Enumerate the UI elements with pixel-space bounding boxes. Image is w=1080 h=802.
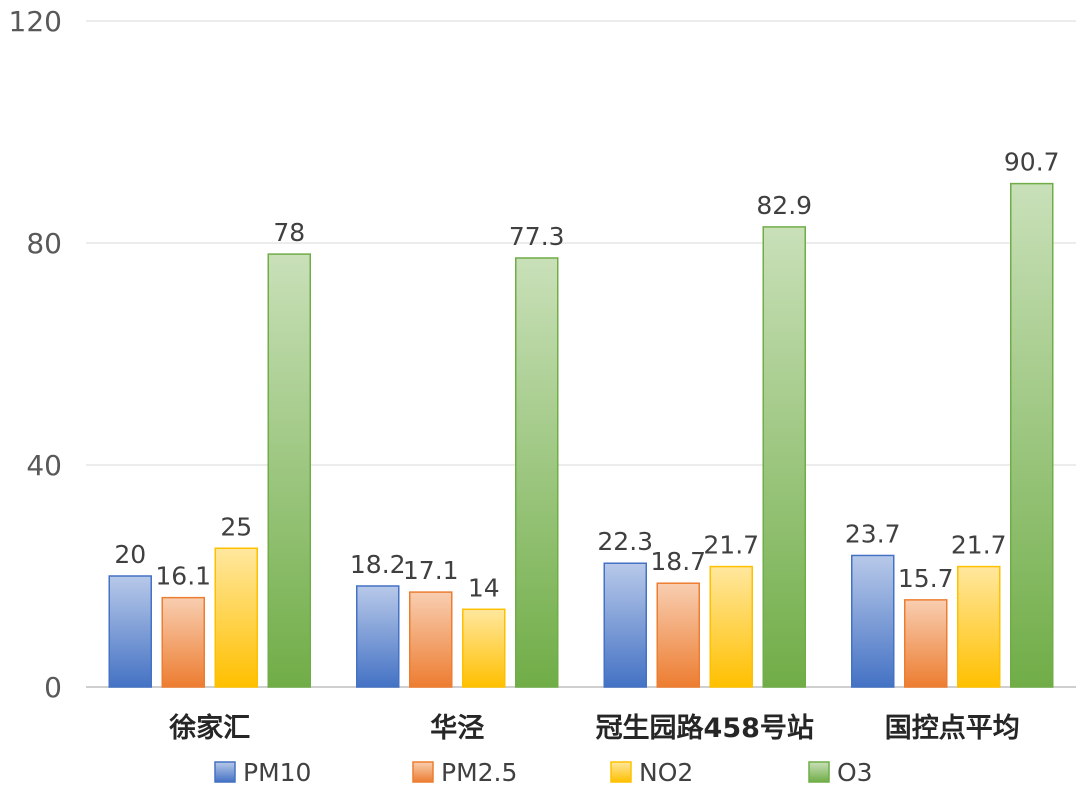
- bar-pm2-5-1: [409, 591, 453, 688]
- legend: PM10 PM2.5 NO2 O3: [214, 758, 873, 787]
- data-label-no2-3: 21.7: [951, 531, 1007, 560]
- legend-label-o3: O3: [837, 758, 873, 787]
- bar-pm2-5-3: [904, 599, 948, 688]
- legend-label-no2: NO2: [639, 758, 693, 787]
- x-category-label: 冠生园路458号站: [596, 712, 814, 744]
- y-tick-label: 80: [26, 227, 62, 260]
- data-label-no2-2: 21.7: [703, 531, 759, 560]
- bar-pm10-3: [851, 554, 895, 688]
- bar-o3-3: [1010, 182, 1054, 688]
- bar-pm10-2: [603, 562, 647, 688]
- bar-pm10-1: [356, 585, 400, 688]
- data-label-pm10-0: 20: [114, 540, 146, 569]
- data-label-pm2-5-3: 15.7: [898, 564, 954, 593]
- bars: [108, 182, 1054, 688]
- bar-no2-3: [957, 565, 1001, 688]
- legend-label-pm10: PM10: [243, 758, 311, 787]
- y-tick-label: 120: [9, 5, 62, 38]
- bar-no2-2: [709, 565, 753, 688]
- data-label-pm10-3: 23.7: [845, 519, 901, 548]
- bar-o3-2: [762, 226, 806, 688]
- data-label-o3-2: 82.9: [756, 191, 812, 220]
- data-label-pm2-5-1: 17.1: [403, 556, 459, 585]
- bar-o3-1: [515, 257, 559, 688]
- legend-label-pm2-5: PM2.5: [441, 758, 517, 787]
- x-category-label: 国控点平均: [885, 713, 1020, 744]
- y-tick-label: 40: [26, 449, 62, 482]
- data-label-pm10-1: 18.2: [350, 550, 406, 579]
- legend-swatch-o3: [808, 761, 830, 783]
- bar-pm2-5-2: [656, 582, 700, 688]
- bar-pm10-0: [108, 575, 152, 688]
- data-label-no2-1: 14: [468, 573, 500, 602]
- bar-no2-0: [214, 547, 258, 688]
- bar-o3-0: [267, 253, 311, 688]
- data-label-pm2-5-2: 18.7: [650, 547, 706, 576]
- legend-swatch-pm10: [214, 761, 236, 783]
- data-label-o3-0: 78: [273, 218, 305, 247]
- data-label-pm2-5-0: 16.1: [155, 562, 211, 591]
- y-tick-label: 0: [44, 671, 62, 704]
- x-category-label: 华泾: [430, 712, 484, 744]
- y-axis-tick-labels: 0 40 80 120: [9, 5, 62, 704]
- bar-pm2-5-0: [161, 596, 205, 688]
- data-labels: 2016.1257818.217.11477.322.318.721.782.9…: [114, 148, 1059, 603]
- x-category-label: 徐家汇: [168, 712, 250, 744]
- data-label-no2-0: 25: [220, 512, 252, 541]
- legend-swatch-no2: [610, 761, 632, 783]
- data-label-o3-3: 90.7: [1004, 148, 1060, 177]
- legend-swatch-pm2-5: [412, 761, 434, 783]
- bar-no2-1: [462, 608, 506, 688]
- x-axis-category-labels: 徐家汇 华泾 冠生园路458号站 国控点平均: [168, 712, 1020, 744]
- data-label-pm10-2: 22.3: [597, 527, 653, 556]
- data-label-o3-1: 77.3: [509, 222, 565, 251]
